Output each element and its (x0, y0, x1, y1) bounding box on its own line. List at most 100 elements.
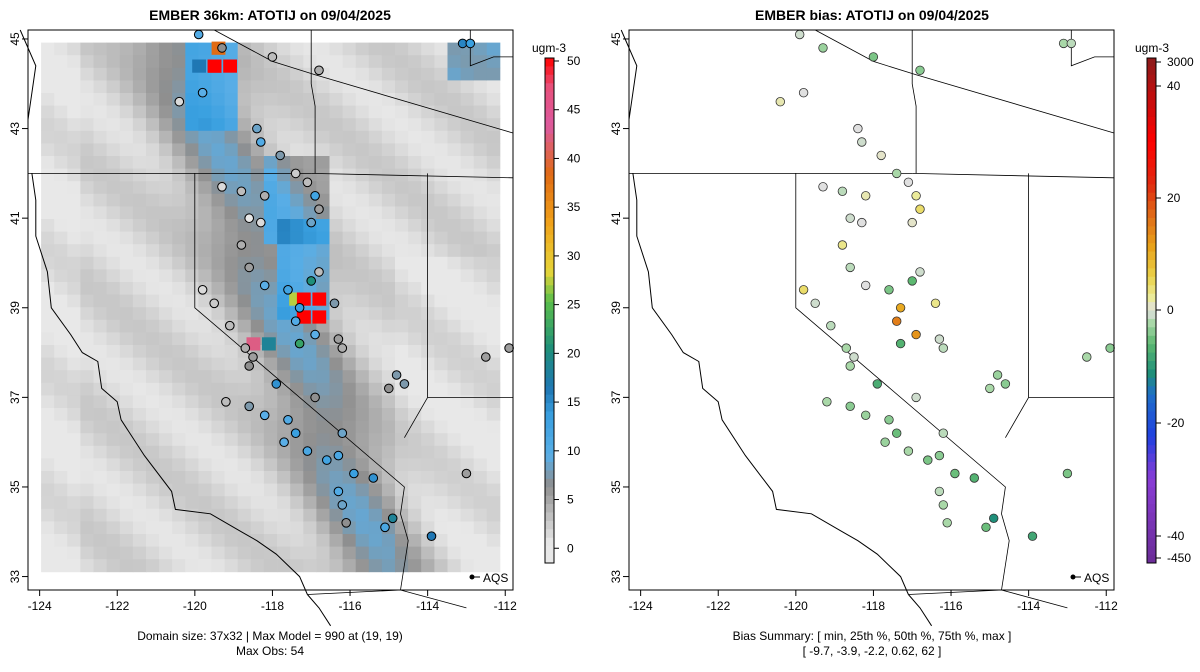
grid-cell (303, 496, 317, 510)
grid-cell (146, 181, 160, 195)
state-border (908, 589, 1068, 609)
grid-cell (368, 496, 383, 510)
grid-cell (342, 534, 357, 547)
grid-cell (67, 55, 81, 69)
grid-cell (473, 206, 488, 220)
grid-cell (434, 181, 448, 195)
obs-site-marker (333, 486, 344, 497)
x-tick-label: -112 (494, 599, 517, 613)
grid-cell (224, 193, 239, 207)
grid-cell (303, 433, 317, 447)
grid-cell (342, 458, 357, 472)
grid-cell (460, 319, 475, 333)
grid-cell (119, 67, 134, 81)
grid-cell (54, 559, 68, 573)
grid-cell (355, 105, 370, 119)
grid-cell (185, 496, 199, 510)
grid-cell (159, 219, 173, 232)
grid-cell (421, 471, 435, 484)
grid-cell (316, 370, 330, 384)
grid-cell (421, 408, 435, 421)
grid-cell (119, 256, 134, 270)
grid-cell (355, 93, 370, 106)
grid-cell (41, 282, 55, 295)
grid-cell (67, 496, 81, 510)
grid-cell (408, 105, 422, 119)
grid-cell (408, 307, 422, 321)
grid-cell (224, 206, 239, 220)
grid-cell (486, 534, 501, 547)
grid-cell (355, 420, 370, 434)
grid-cell (447, 105, 461, 119)
x-tick-label: -118 (261, 599, 284, 613)
grid-cell (395, 357, 409, 371)
colorbar-tick-label: -450 (1167, 551, 1191, 565)
grid-cell (159, 256, 173, 270)
grid-cell (368, 420, 383, 434)
grid-cell (447, 408, 461, 421)
grid-cell (132, 471, 147, 484)
grid-cell (381, 483, 396, 497)
grid-cell (119, 471, 134, 484)
grid-cell (329, 559, 343, 573)
grid-cell (421, 143, 435, 157)
grid-cell (211, 332, 225, 346)
grid-cell (211, 357, 225, 371)
grid-cell (146, 269, 160, 283)
grid-cell (54, 521, 68, 535)
grid-cell (408, 55, 422, 69)
grid-cell (67, 357, 81, 371)
grid-cell (224, 521, 239, 535)
grid-cell (93, 231, 107, 245)
grid-cell (159, 282, 173, 295)
colorbar-unit: ugm-3 (1135, 41, 1169, 55)
grid-cell (119, 483, 134, 497)
grid-cell (277, 483, 291, 497)
grid-cell (329, 55, 343, 69)
grid-cell (447, 357, 461, 371)
grid-cell (342, 219, 357, 232)
grid-cell (159, 130, 173, 144)
grid-cell (172, 345, 186, 358)
grid-cell (368, 408, 383, 421)
grid-cell (106, 445, 121, 459)
grid-cell (54, 67, 68, 81)
grid-cell (119, 181, 134, 195)
grid-cell (80, 559, 94, 573)
bias-site-marker (857, 137, 867, 147)
grid-cell (198, 130, 212, 144)
grid-cell (106, 483, 121, 497)
grid-cell (486, 546, 501, 560)
grid-cell (434, 294, 448, 308)
grid-cell (185, 206, 199, 220)
grid-cell (185, 269, 199, 283)
grid-cell (146, 408, 160, 421)
grid-cell (342, 181, 357, 195)
grid-cell (198, 420, 212, 434)
grid-cell (342, 269, 357, 283)
grid-cell (54, 193, 68, 207)
grid-cell (277, 559, 291, 573)
grid-cell (381, 559, 396, 573)
grid-cell (80, 256, 94, 270)
grid-cell (93, 382, 107, 396)
grid-cell (237, 168, 252, 182)
obs-site-marker (306, 217, 317, 228)
grid-cell (473, 471, 488, 484)
grid-cell (237, 483, 252, 497)
grid-cell (277, 534, 291, 547)
grid-cell (224, 294, 239, 308)
grid-cell (185, 521, 199, 535)
grid-cell (316, 231, 330, 245)
grid-cell (67, 483, 81, 497)
grid-cell (263, 471, 278, 484)
grid-cell (368, 193, 383, 207)
grid-cell (80, 93, 94, 106)
grid-cell (106, 256, 121, 270)
grid-cell (80, 382, 94, 396)
grid-cell (329, 319, 343, 333)
grid-cell (41, 168, 55, 182)
grid-cell (67, 420, 81, 434)
grid-cell (67, 521, 81, 535)
grid-cell (368, 319, 383, 333)
